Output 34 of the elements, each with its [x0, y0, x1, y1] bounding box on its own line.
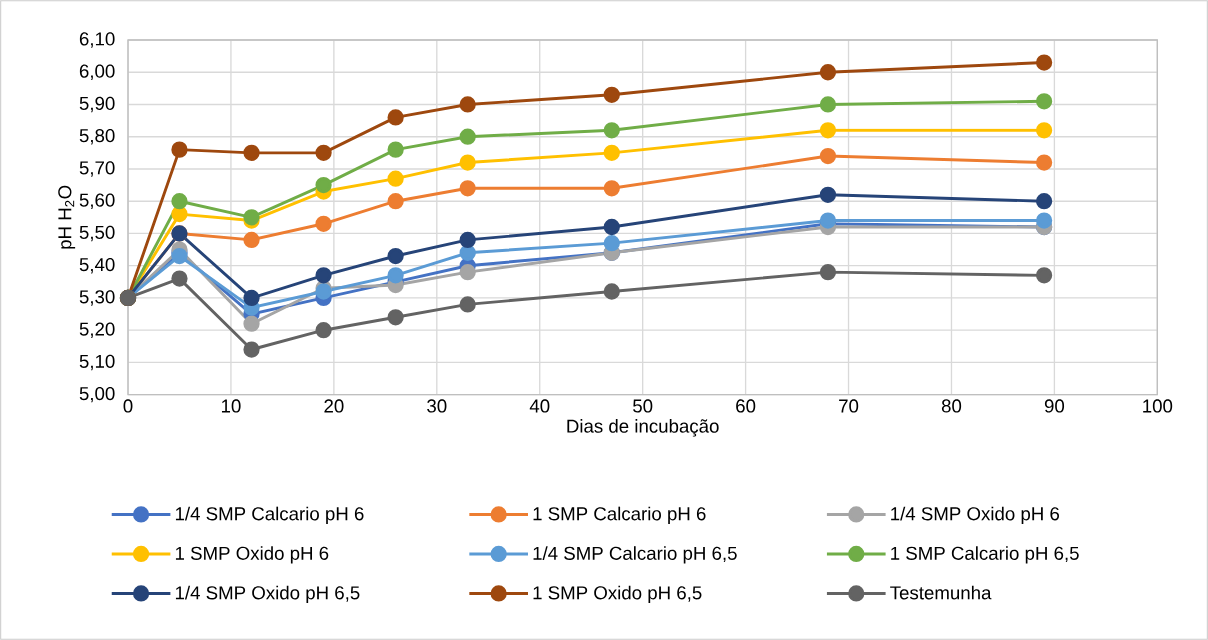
y-tick-label: 5,60 [79, 193, 115, 209]
x-tick-label: 60 [736, 399, 756, 413]
y-tick-label: 5,00 [79, 386, 115, 403]
x-tick-label: 90 [1044, 399, 1065, 413]
legend-label: 1/4 SMP Calcario pH 6 [175, 506, 364, 525]
x-tick-label: 40 [529, 399, 550, 413]
x-tick-label: 80 [941, 399, 962, 413]
x-tick-label: 0 [123, 399, 133, 413]
x-tick-label: 30 [427, 399, 447, 413]
x-tick-label: 100 [1143, 399, 1173, 413]
y-tick-label: 5,40 [79, 257, 115, 274]
y-tick-label: 6,00 [79, 64, 115, 80]
y-tick-label: 5,90 [79, 96, 115, 113]
x-tick-label: 70 [839, 399, 859, 413]
y-axis-title: pH H$_{2}$O [58, 185, 76, 249]
y-tick-label: 6,10 [79, 32, 115, 48]
y-tick-label: 5,10 [79, 354, 115, 371]
y-tick-label: 5,80 [79, 129, 115, 145]
y-tick-label: 5,50 [79, 225, 115, 242]
x-tick-label: 20 [324, 399, 344, 413]
legend-label: Testemunha [890, 585, 992, 600]
x-tick-label: 10 [221, 399, 241, 413]
legend-label: 1 SMP Oxido pH 6 [175, 546, 329, 564]
legend-label: 1/4 SMP Oxido pH 6,5 [175, 585, 360, 604]
y-tick-label: 5,30 [79, 290, 115, 306]
legend-label: 1 SMP Calcario pH 6,5 [891, 546, 1079, 564]
x-tick-label: 50 [633, 399, 653, 413]
y-tick-label: 5,20 [79, 322, 115, 338]
legend-label: 1 SMP Calcario pH 6 [533, 506, 706, 525]
x-axis-title: Dias de incubação [567, 419, 719, 437]
legend-label: 1/4 SMP Calcario pH 6,5 [533, 546, 737, 564]
legend-label: 1/4 SMP Oxido pH 6 [891, 506, 1060, 525]
y-tick-label: 5,70 [79, 161, 115, 177]
legend-label: 1 SMP Oxido pH 6,5 [533, 585, 702, 604]
